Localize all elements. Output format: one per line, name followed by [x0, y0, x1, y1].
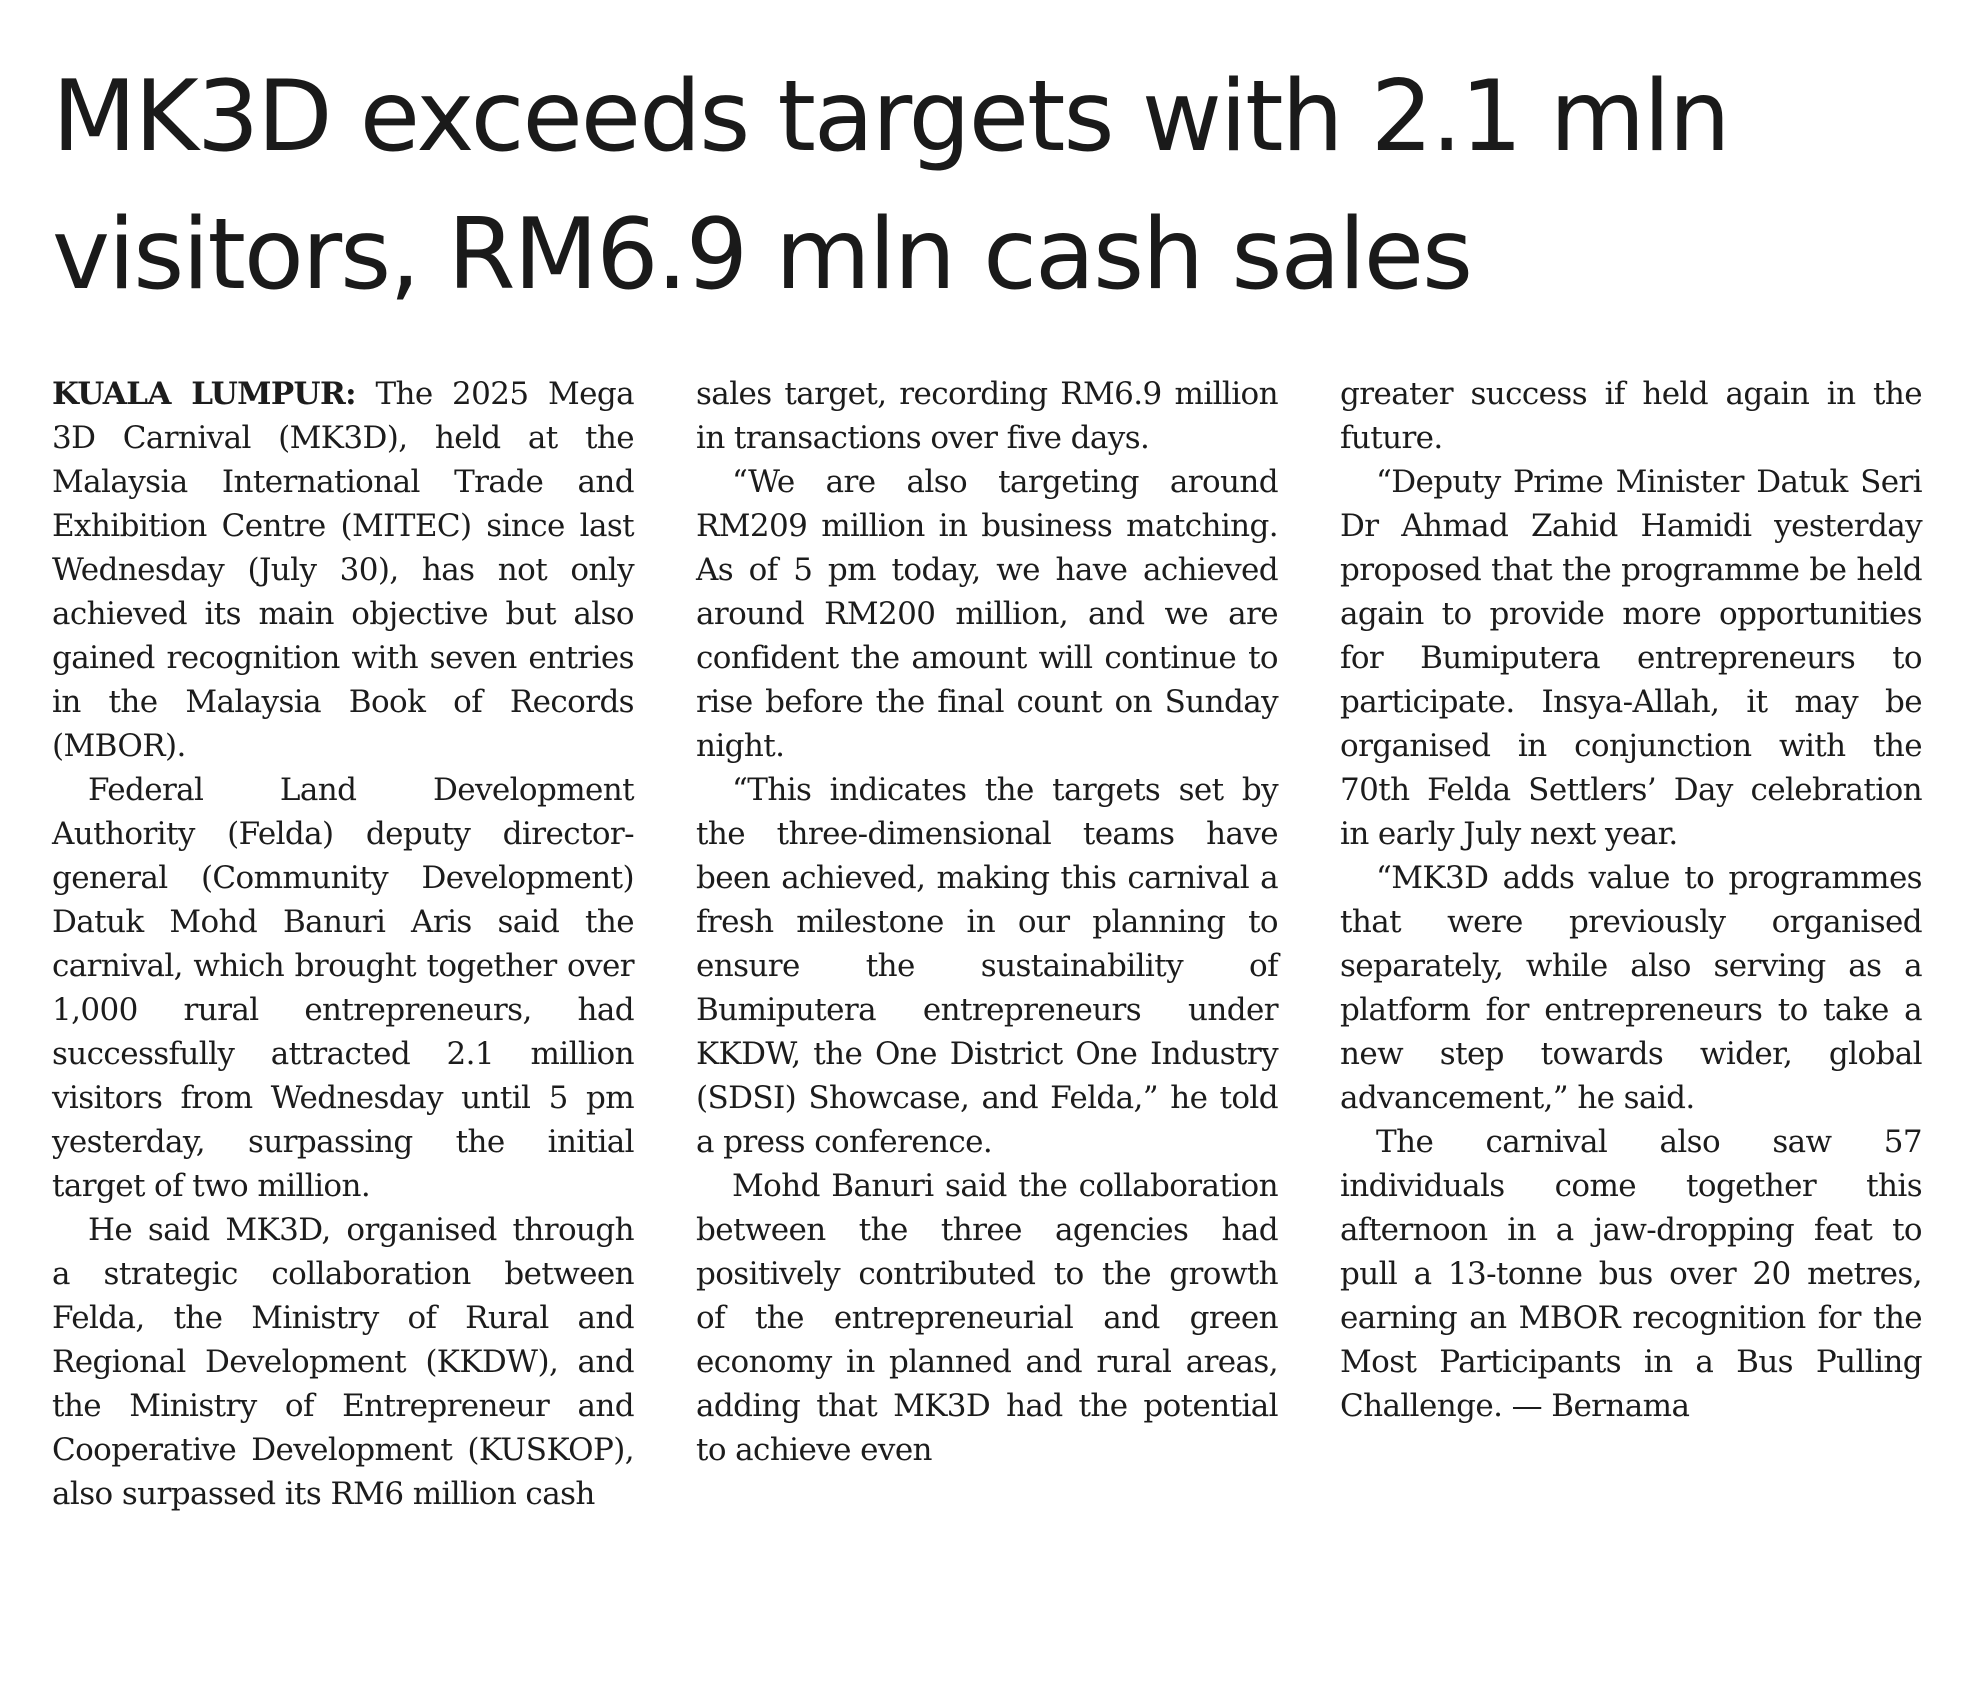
article-column-1: KUALA LUMPUR: The 2025 Mega 3D Carnival … [52, 372, 635, 1516]
article-column-3: greater success if held again in the fut… [1340, 372, 1923, 1516]
paragraph: “We are also targeting around RM209 mill… [696, 464, 1279, 764]
headline-line-1: MK3D exceeds targets with 2.1 mln [52, 60, 1731, 174]
paragraph: Federal Land Development Authority (Feld… [52, 772, 635, 1204]
paragraph: He said MK3D, organised through a strate… [52, 1212, 635, 1512]
paragraph-text: The 2025 Mega 3D Carnival (MK3D), held a… [52, 376, 635, 764]
paragraph: “MK3D adds value to programmes that were… [1340, 860, 1923, 1116]
paragraph: KUALA LUMPUR: The 2025 Mega 3D Carnival … [52, 372, 635, 768]
paragraph: greater success if held again in the fut… [1340, 376, 1923, 456]
headline: MK3D exceeds targets with 2.1 mln visito… [52, 48, 1932, 324]
headline-line-2: visitors, RM6.9 mln cash sales [52, 198, 1473, 312]
article-body: KUALA LUMPUR: The 2025 Mega 3D Carnival … [52, 372, 1923, 1516]
paragraph: Mohd Banuri said the collaboration betwe… [696, 1168, 1279, 1468]
article-column-2: sales target, recording RM6.9 million in… [696, 372, 1279, 1516]
paragraph: “Deputy Prime Minister Datuk Seri Dr Ahm… [1340, 464, 1923, 852]
paragraph: The carnival also saw 57 individuals com… [1340, 1124, 1923, 1424]
dateline: KUALA LUMPUR: [52, 376, 357, 412]
paragraph: “This indicates the targets set by the t… [696, 772, 1279, 1160]
paragraph: sales target, recording RM6.9 million in… [696, 376, 1279, 456]
